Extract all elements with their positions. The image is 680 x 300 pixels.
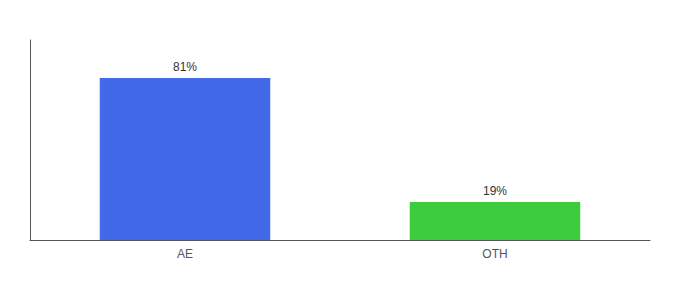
svg-text:81%: 81% bbox=[173, 60, 197, 74]
svg-text:AE: AE bbox=[177, 247, 193, 261]
svg-text:19%: 19% bbox=[483, 184, 507, 198]
svg-text:OTH: OTH bbox=[482, 247, 507, 261]
